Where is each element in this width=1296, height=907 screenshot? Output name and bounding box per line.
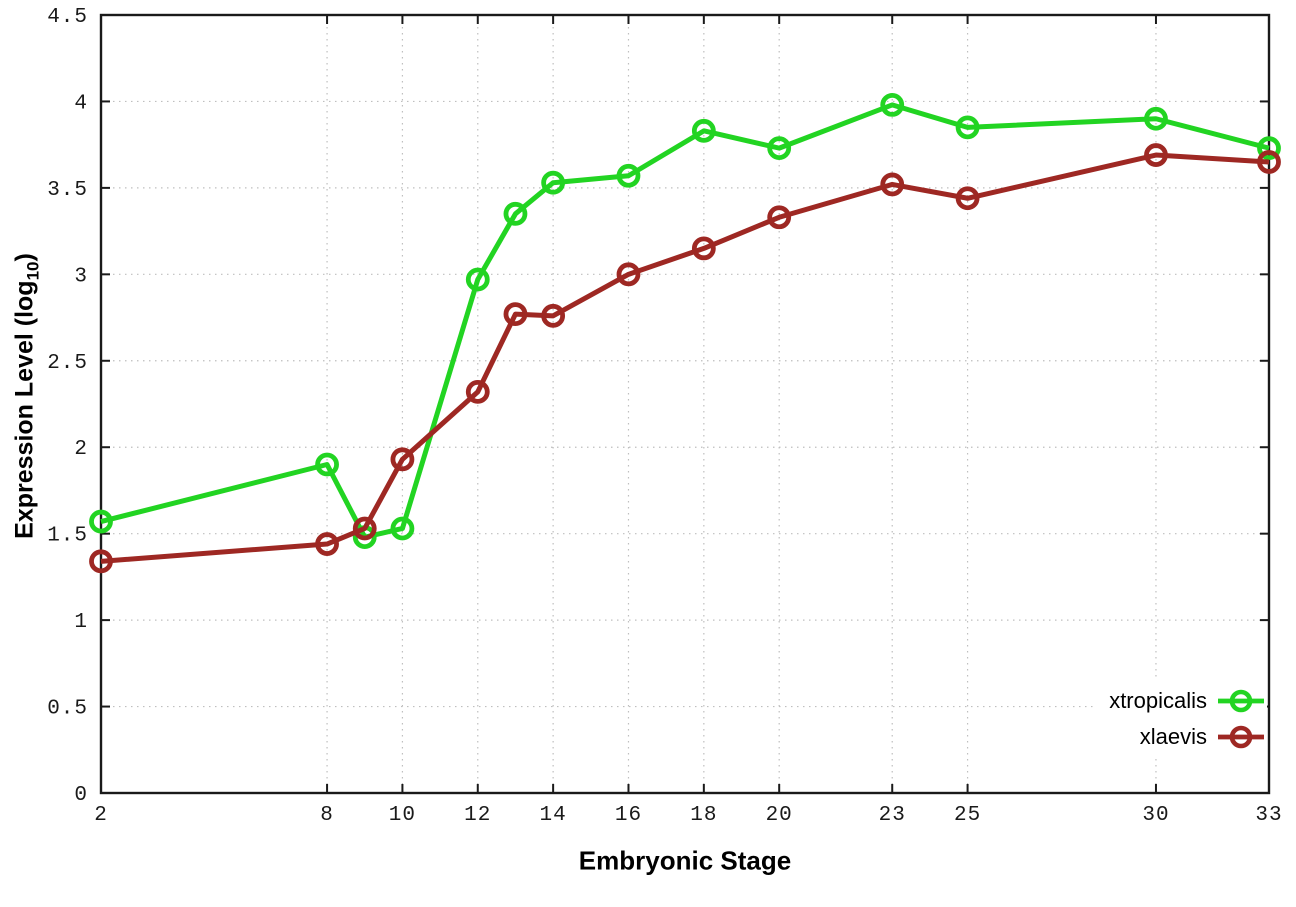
data-point-xtropicalis [503,201,528,226]
y-axis-title: Expression Level (log10) [11,253,44,539]
y-tick-label: 2.5 [47,352,88,375]
x-tick-label: 2 [94,804,108,827]
data-point-xlaevis [465,379,490,404]
data-point-xlaevis [352,516,377,541]
x-tick-label: 10 [389,804,416,827]
x-tick-label: 18 [690,804,717,827]
data-point-xlaevis [880,172,905,197]
data-point-xtropicalis [1257,136,1281,161]
plot-border [99,13,1271,795]
data-point-xtropicalis [465,267,490,292]
data-point-xtropicalis [691,118,716,143]
data-point-xlaevis [691,236,716,261]
data-point-xlaevis [315,532,339,556]
y-tick-label: 1 [74,611,88,634]
series-line-xlaevis [100,152,1270,564]
data-point-xtropicalis [390,516,415,541]
x-tick-label: 16 [615,804,642,827]
legend-sample-marker [1229,725,1253,749]
data-point-xlaevis [541,303,566,328]
data-point-xtropicalis [767,136,792,161]
y-tick-label: 3 [74,265,88,288]
y-axis-title-suffix: ) [10,253,39,262]
legend-item-xtropicalis: xtropicalis [1109,683,1265,719]
data-point-xlaevis [1257,150,1281,174]
y-axis-title-subscript: 10 [23,261,43,281]
x-tick-label: 25 [954,804,981,827]
data-point-xlaevis [616,262,641,287]
legend-sample-marker [1229,689,1253,713]
x-axis-title: Embryonic Stage [578,845,792,876]
data-point-xtropicalis [616,163,641,188]
x-tick-label: 23 [879,804,906,827]
data-point-xtropicalis [315,452,339,477]
data-point-xtropicalis [880,93,905,117]
data-point-xlaevis [503,302,528,326]
x-tick-label: 30 [1142,804,1169,827]
legend-label-xtropicalis: xtropicalis [1109,688,1207,713]
data-point-xlaevis [1144,143,1168,167]
legend-sample-xlaevis [1218,725,1264,749]
y-tick-label: 0 [74,784,88,807]
data-point-xtropicalis [541,170,566,195]
x-tick-label: 8 [320,804,334,827]
y-axis-title-text: Expression Level (log [10,280,39,539]
legend-sample-xtropicalis [1218,689,1264,713]
data-point-xlaevis [767,205,792,230]
data-point-xtropicalis [1144,106,1168,131]
x-tick-label: 12 [464,804,491,827]
x-tick-label: 14 [540,804,567,827]
legend-label-xlaevis: xlaevis [1139,724,1207,749]
legend: xtropicalis xlaevis [1093,681,1267,757]
x-tick-label: 20 [766,804,793,827]
y-tick-label: 0.5 [47,698,88,721]
y-tick-label: 4 [74,92,88,115]
y-tick-label: 3.5 [47,179,88,202]
y-tick-label: 1.5 [47,525,88,548]
data-point-xlaevis [390,447,415,472]
data-point-xlaevis [89,549,113,574]
data-point-xlaevis [955,186,980,211]
legend-item-xlaevis: xlaevis [1109,719,1265,755]
x-tick-label: 33 [1255,804,1282,827]
data-point-xtropicalis [89,509,113,534]
data-point-xtropicalis [955,115,980,140]
y-tick-label: 2 [74,438,88,461]
y-tick-label: 4.5 [47,6,88,29]
